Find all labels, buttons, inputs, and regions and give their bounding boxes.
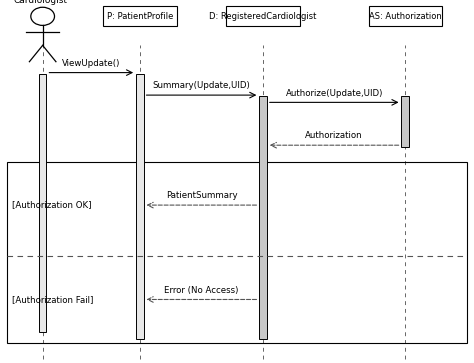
Bar <box>136 74 144 339</box>
Text: P: PatientProfile: P: PatientProfile <box>107 12 173 21</box>
Text: Authorize(Update,UID): Authorize(Update,UID) <box>285 89 383 98</box>
Text: PatientSummary: PatientSummary <box>165 191 237 200</box>
Circle shape <box>31 7 55 25</box>
Text: D: RegisteredCardiologist: D: RegisteredCardiologist <box>210 12 317 21</box>
Text: Error (No Access): Error (No Access) <box>164 286 238 295</box>
Text: [Authorization OK]: [Authorization OK] <box>12 201 91 209</box>
Bar <box>7 162 467 343</box>
Text: Summary(Update,UID): Summary(Update,UID) <box>153 81 250 90</box>
Bar <box>401 96 409 147</box>
Bar <box>227 6 300 26</box>
Bar <box>39 74 46 332</box>
Text: [Authorization Fail]: [Authorization Fail] <box>12 295 93 304</box>
Text: ViewUpdate(): ViewUpdate() <box>62 59 120 68</box>
Bar <box>368 6 442 26</box>
Text: Cardiologist: Cardiologist <box>13 0 67 5</box>
Text: Authorization: Authorization <box>305 131 363 140</box>
Bar <box>103 6 176 26</box>
Bar <box>259 96 267 339</box>
Text: AS: Authorization: AS: Authorization <box>369 12 442 21</box>
